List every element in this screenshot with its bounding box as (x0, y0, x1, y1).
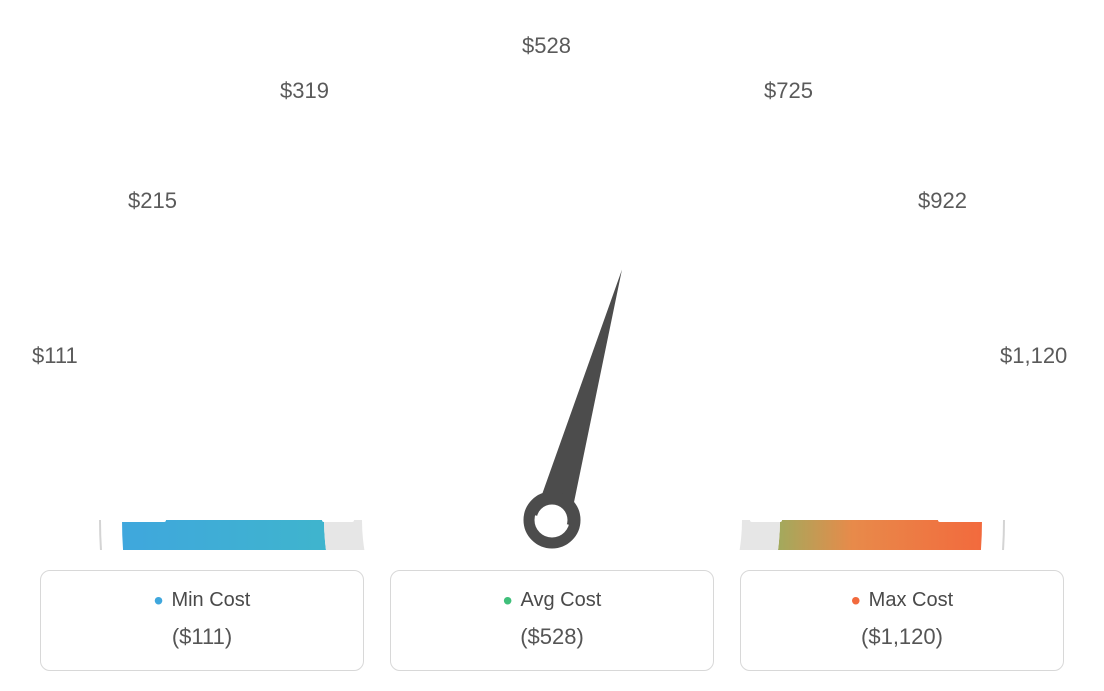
legend-value-max: ($1,120) (761, 624, 1043, 650)
legend-title-max: Max Cost (761, 589, 1043, 612)
legend-row: Min Cost ($111) Avg Cost ($528) Max Cost… (20, 570, 1084, 671)
gauge-tick-label: $725 (764, 78, 813, 104)
gauge-tick-label: $215 (128, 188, 177, 214)
legend-title-min: Min Cost (61, 589, 343, 612)
gauge-tick-label: $111 (32, 343, 78, 369)
gauge-tick-label: $528 (522, 33, 571, 59)
legend-value-avg: ($528) (411, 624, 693, 650)
legend-card-min: Min Cost ($111) (40, 570, 364, 671)
gauge-tick-label: $1,120 (1000, 343, 1067, 369)
cost-gauge: $111 $215 $319 $528 $725 $922 $1,120 (20, 20, 1084, 550)
legend-card-avg: Avg Cost ($528) (390, 570, 714, 671)
gauge-svg (20, 20, 1084, 550)
gauge-tick-label: $319 (280, 78, 329, 104)
legend-card-max: Max Cost ($1,120) (740, 570, 1064, 671)
gauge-tick-label: $922 (918, 188, 967, 214)
legend-title-avg: Avg Cost (411, 589, 693, 612)
legend-value-min: ($111) (61, 624, 343, 650)
